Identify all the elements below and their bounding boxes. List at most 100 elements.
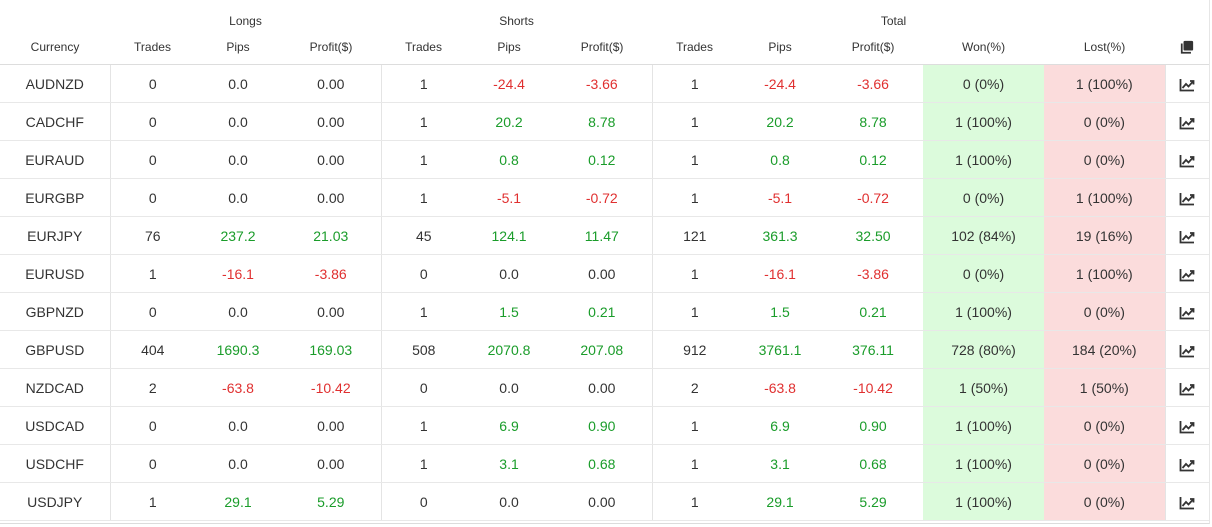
chart-button[interactable] [1164,140,1210,179]
total-profit-cell: -0.72 [823,178,924,217]
lost-value: 19 (16%) [1075,227,1133,244]
shorts-profit-cell: 0.00 [552,368,653,407]
table-row: CADCHF 0 0.0 0.00 1 20.2 8.78 1 20.2 8.7… [0,102,1210,141]
shorts-pips-value: -24.4 [493,75,525,92]
longs-profit-cell: 0.00 [281,102,382,141]
won-cell: 1 (100%) [923,482,1045,521]
shorts-pips-cell: 2070.8 [466,330,553,369]
chart-button[interactable] [1164,444,1210,483]
group-header-row: Longs Shorts Total [0,0,1209,30]
total-trades-value: 1 [690,113,699,130]
table-body: AUDNZD 0 0.0 0.00 1 -24.4 -3.66 1 -24.4 … [0,64,1210,521]
total-profit-cell: 32.50 [823,216,924,255]
currency-pair: USDCHF [25,455,84,472]
shorts-profit-value: 11.47 [584,227,619,244]
shorts-trades-value: 1 [419,417,428,434]
shorts-trades-cell: 1 [380,292,467,331]
shorts-pips-value: 2070.8 [487,341,531,358]
total-pips-value: -16.1 [764,265,796,282]
won-value: 1 (100%) [955,493,1012,510]
currency-pair: CADCHF [25,113,84,130]
col-header-longs-profit: Profit($) [281,30,382,65]
longs-profit-cell: 21.03 [281,216,382,255]
total-profit-value: 376.11 [852,341,894,358]
total-profit-value: -3.86 [857,265,889,282]
total-profit-cell: 0.12 [823,140,924,179]
chart-button[interactable] [1164,102,1210,141]
shorts-profit-value: 0.68 [588,455,616,472]
shorts-trades-cell: 0 [380,482,467,521]
total-profit-value: 0.12 [859,151,887,168]
won-value: 1 (100%) [955,151,1012,168]
currency-cell: EURJPY [0,216,111,255]
total-profit-value: 32.50 [855,227,891,244]
total-profit-value: 0.90 [859,417,887,434]
col-header-currency: Currency [0,30,110,65]
shorts-trades-value: 0 [419,265,428,282]
currency-pair: EURJPY [27,227,83,244]
chart-button[interactable] [1164,482,1210,521]
total-pips-cell: -24.4 [737,64,824,103]
chart-button[interactable] [1164,368,1210,407]
won-cell: 1 (100%) [923,292,1045,331]
col-header-shorts-trades: Trades [381,30,467,65]
col-header-total-profit: Profit($) [823,30,924,65]
total-pips-value: 6.9 [770,417,790,434]
longs-trades-value: 0 [148,151,157,168]
group-header-total: Total [880,14,907,28]
total-trades-cell: 1 [651,64,738,103]
shorts-profit-cell: 207.08 [552,330,653,369]
longs-pips-cell: 0.0 [195,102,281,141]
shorts-profit-value: 0.21 [588,303,616,320]
currency-cell: GBPUSD [0,330,111,369]
shorts-profit-cell: 0.12 [552,140,653,179]
group-header-empty-end [1165,0,1209,30]
chart-button[interactable] [1164,406,1210,445]
longs-trades-value: 0 [148,189,157,206]
shorts-pips-value: 0.8 [499,151,519,168]
chart-button[interactable] [1164,64,1210,103]
chart-button[interactable] [1164,216,1210,255]
longs-profit-cell: -3.86 [281,254,382,293]
currency-cell: GBPNZD [0,292,111,331]
won-cell: 0 (0%) [923,254,1045,293]
copy-button[interactable] [1165,30,1210,65]
longs-trades-cell: 0 [110,444,195,483]
total-pips-cell: 1.5 [737,292,824,331]
table-row: NZDCAD 2 -63.8 -10.42 0 0.0 0.00 2 -63.8… [0,368,1210,407]
longs-pips-cell: 0.0 [195,178,281,217]
longs-trades-value: 0 [148,303,157,320]
col-header-shorts-profit: Profit($) [552,30,653,65]
chart-button[interactable] [1164,330,1210,369]
shorts-trades-cell: 1 [380,102,467,141]
chart-button[interactable] [1164,292,1210,331]
longs-trades-cell: 0 [110,292,195,331]
total-trades-value: 1 [690,75,699,92]
total-profit-cell: 376.11 [823,330,924,369]
column-header-row: Currency Trades Pips Profit($) Trades Pi… [0,30,1210,65]
shorts-trades-cell: 508 [380,330,467,369]
total-pips-value: 0.8 [770,151,790,168]
shorts-pips-value: 20.2 [495,113,523,130]
lost-cell: 1 (100%) [1044,64,1166,103]
shorts-pips-value: 0.0 [499,265,519,282]
shorts-profit-value: 0.12 [588,151,616,168]
shorts-trades-value: 0 [419,379,428,396]
won-cell: 1 (100%) [923,102,1045,141]
won-value: 0 (0%) [962,75,1005,92]
won-cell: 0 (0%) [923,178,1045,217]
shorts-profit-value: -0.72 [585,189,618,206]
longs-profit-value: 21.03 [313,227,349,244]
currency-cell: CADCHF [0,102,111,141]
total-trades-cell: 1 [651,292,738,331]
won-value: 1 (100%) [955,113,1012,130]
longs-profit-value: 0.00 [317,417,345,434]
chart-button[interactable] [1164,178,1210,217]
table-row: EURGBP 0 0.0 0.00 1 -5.1 -0.72 1 -5.1 -0… [0,178,1210,217]
longs-pips-value: 0.0 [228,303,248,320]
chart-button[interactable] [1164,254,1210,293]
longs-profit-value: 0.00 [317,455,345,472]
shorts-trades-cell: 0 [380,368,467,407]
total-trades-value: 2 [690,379,699,396]
